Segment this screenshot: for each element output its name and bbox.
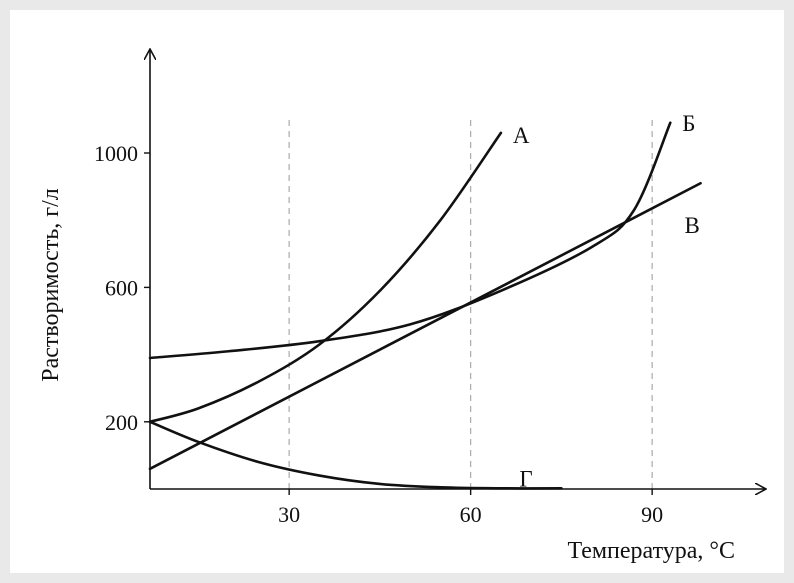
series-labels: А Б В Г (513, 111, 700, 492)
x-tick-label-1: 60 (460, 502, 482, 527)
series-lines (148, 121, 702, 490)
y-tick-label-0: 200 (105, 410, 138, 435)
x-tick-label-2: 90 (641, 502, 663, 527)
series-label-1: Б (682, 111, 695, 136)
series-line-2 (148, 181, 702, 471)
axis-ticks: 30 60 90 200 600 1000 (94, 141, 663, 527)
chart-panel (10, 10, 784, 573)
y-tick-label-2: 1000 (94, 141, 138, 166)
series-line-0 (148, 131, 503, 424)
series-line-3 (148, 420, 563, 490)
y-tick-label-1: 600 (105, 275, 138, 300)
y-axis-label: Растворимость, г/л (38, 188, 64, 382)
x-axis-label: Температура, °С (567, 538, 735, 564)
series-label-2: В (685, 213, 700, 238)
series-label-0: А (513, 123, 530, 148)
series-label-3: Г (519, 466, 532, 491)
x-tick-label-0: 30 (278, 502, 300, 527)
